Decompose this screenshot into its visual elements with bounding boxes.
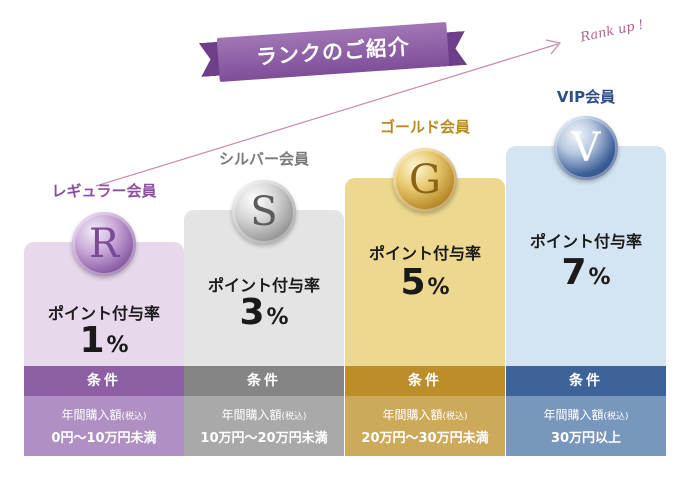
- condition-header: 条件: [345, 366, 505, 396]
- rank-column: VIP会員 V ポイント付与率 7% 条件年間購入額(税込) 30万円以上: [506, 0, 666, 456]
- rank-column: ゴールド会員 G ポイント付与率 5% 条件年間購入額(税込) 20万円～30万円未満: [345, 0, 505, 456]
- condition-body: 年間購入額(税込) 0円～10万円未満: [24, 396, 184, 456]
- point-rate-number: 5: [400, 262, 426, 303]
- condition-range: 30万円以上: [550, 431, 622, 446]
- tax-note: (税込): [442, 412, 468, 422]
- rank-name: VIP会員: [556, 88, 616, 106]
- point-rate-value: 5%: [345, 262, 505, 303]
- rank-medal-icon: V: [554, 116, 618, 180]
- condition-range: 20万円～30万円未満: [361, 431, 489, 446]
- condition-label: 年間購入額(税込): [382, 408, 468, 422]
- tax-note: (税込): [121, 412, 147, 422]
- point-rate-value: 7%: [506, 252, 666, 293]
- point-rate-label: ポイント付与率: [207, 276, 320, 295]
- point-rate-value: 3%: [184, 292, 344, 333]
- rank-medal-icon: G: [393, 148, 457, 212]
- point-rate-label: ポイント付与率: [47, 304, 160, 323]
- rank-medal-icon: R: [72, 212, 136, 276]
- tax-note: (税込): [603, 412, 629, 422]
- rank-medal-letter: G: [409, 157, 441, 203]
- condition-body: 年間購入額(税込) 20万円～30万円未満: [345, 396, 505, 456]
- condition-label: 年間購入額(税込): [221, 408, 307, 422]
- point-rate-percent: %: [427, 275, 450, 300]
- condition-range: 0円～10万円未満: [51, 431, 157, 446]
- condition-header: 条件: [184, 366, 344, 396]
- rank-medal-letter: V: [571, 125, 601, 171]
- condition-label: 年間購入額(税込): [543, 408, 629, 422]
- point-rate-value: 1%: [24, 320, 184, 361]
- rank-column: シルバー会員 S ポイント付与率 3% 条件年間購入額(税込) 10万円～20万円未満: [184, 0, 344, 456]
- condition-header: 条件: [506, 366, 666, 396]
- rank-medal-letter: S: [250, 189, 278, 235]
- tax-note: (税込): [281, 412, 307, 422]
- condition-header: 条件: [24, 366, 184, 396]
- condition-range: 10万円～20万円未満: [200, 431, 328, 446]
- condition-body: 年間購入額(税込) 30万円以上: [506, 396, 666, 456]
- point-rate-label: ポイント付与率: [529, 232, 642, 251]
- rank-card: [506, 146, 666, 366]
- rank-name: ゴールド会員: [379, 118, 470, 136]
- rank-medal-letter: R: [88, 221, 120, 267]
- rank-column: レギュラー会員 R ポイント付与率 1% 条件年間購入額(税込) 0円～10万円未満: [24, 0, 184, 456]
- point-rate-percent: %: [266, 305, 289, 330]
- point-rate-number: 1: [79, 320, 105, 361]
- point-rate-percent: %: [588, 265, 611, 290]
- point-rate-number: 3: [239, 292, 265, 333]
- rank-medal-icon: S: [232, 180, 296, 244]
- point-rate-label: ポイント付与率: [368, 244, 481, 263]
- rank-name: レギュラー会員: [51, 182, 157, 200]
- point-rate-number: 7: [561, 252, 587, 293]
- condition-label: 年間購入額(税込): [61, 408, 147, 422]
- condition-body: 年間購入額(税込) 10万円～20万円未満: [184, 396, 344, 456]
- rank-name: シルバー会員: [218, 150, 309, 168]
- point-rate-percent: %: [106, 333, 129, 358]
